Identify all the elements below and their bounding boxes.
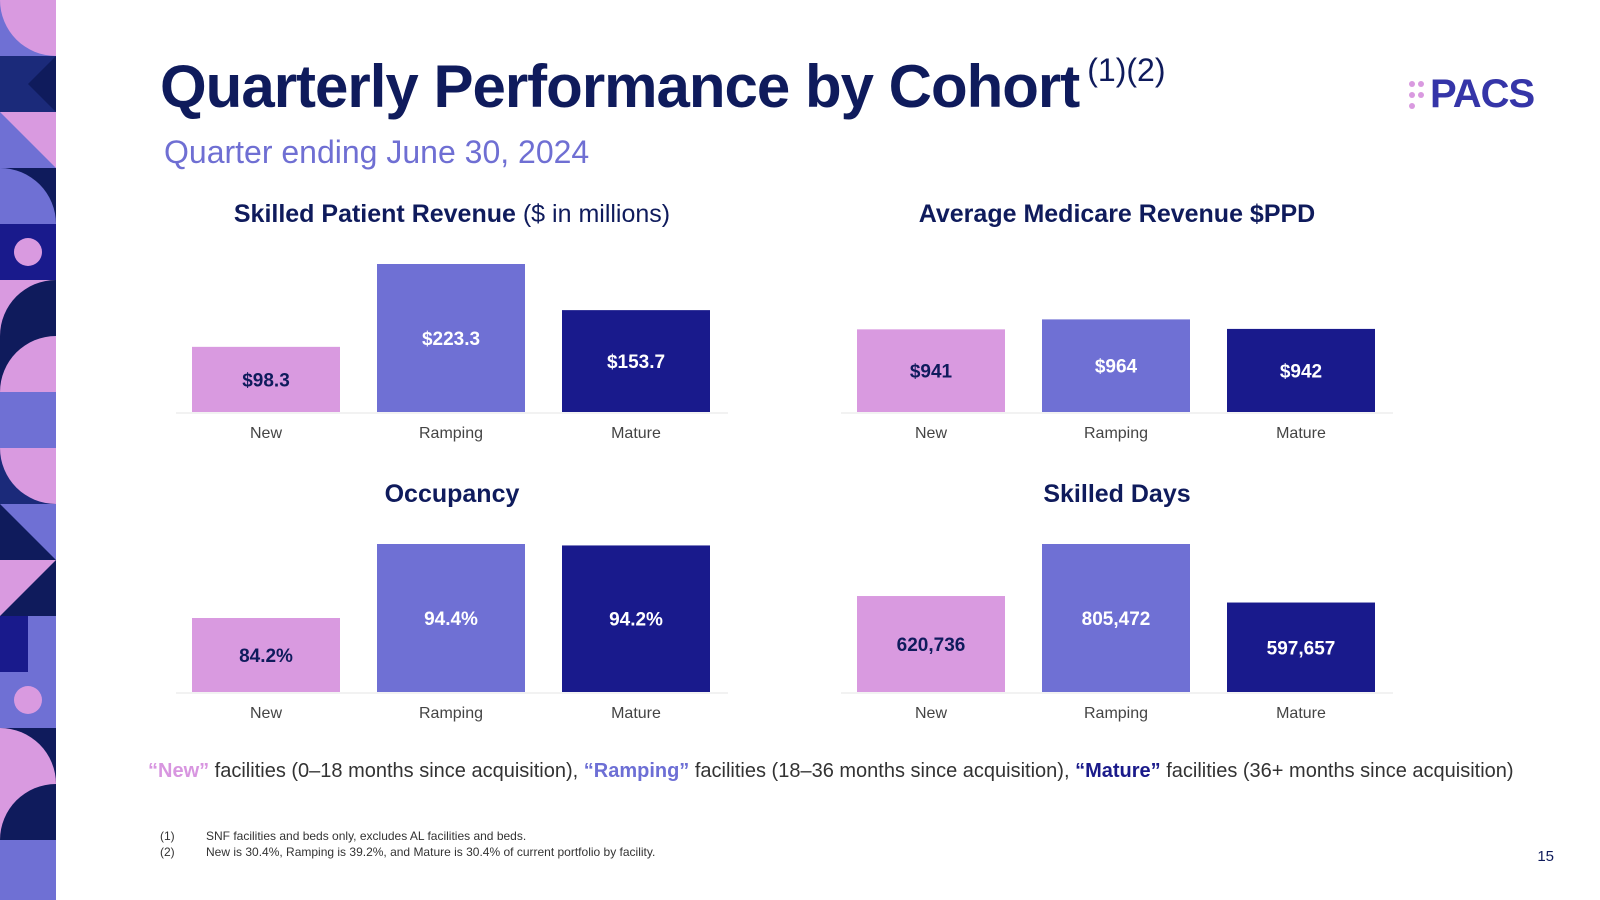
- footnote: (2) New is 30.4%, Ramping is 39.2%, and M…: [160, 845, 656, 859]
- category-label: New: [250, 425, 282, 442]
- chart-title: Skilled Days: [1043, 480, 1191, 508]
- page-subtitle: Quarter ending June 30, 2024: [164, 134, 590, 170]
- bar-new: [857, 596, 1005, 692]
- bar-mature: [562, 310, 710, 412]
- bar-ramping: [1042, 544, 1190, 692]
- legend-ramping-label: “Ramping”: [583, 760, 690, 782]
- page-number: 15: [1537, 848, 1554, 865]
- chart-occupancy: Occupancy 84.2% New 94.4% Ramping 94.2% Matur…: [162, 480, 742, 740]
- chart-title: Skilled Patient Revenue ($ in millions): [233, 200, 671, 228]
- category-label: Ramping: [419, 425, 483, 442]
- bar-chart-plot: 620,736 New 805,472 Ramping 597,657 Mature: [841, 544, 1393, 722]
- data-label: $98.3: [242, 370, 290, 391]
- category-label: Mature: [611, 425, 661, 442]
- bar-mature: [1227, 328, 1375, 412]
- decorative-side-strip: [0, 0, 56, 900]
- cohort-legend: “New” facilities (0–18 months since acqu…: [148, 760, 1514, 783]
- bar-ramping: [377, 264, 525, 412]
- data-label: $941: [910, 362, 953, 383]
- category-label: Ramping: [1084, 425, 1148, 442]
- bar-new: [192, 346, 340, 412]
- bar-ramping: [377, 544, 525, 692]
- legend-new-text: facilities (0–18 months since acquisitio…: [209, 760, 584, 782]
- logo-text: PACS: [1430, 72, 1535, 116]
- chart-skilled-days: Skilled Days 620,736 New 805,472 Ramping 597…: [827, 480, 1407, 740]
- category-label: Ramping: [419, 705, 483, 722]
- legend-mature-text: facilities (36+ months since acquisition…: [1160, 760, 1514, 782]
- logo-dots-icon: [1409, 81, 1424, 109]
- data-label: 84.2%: [239, 646, 293, 667]
- chart-title: Average Medicare Revenue $PPD: [918, 200, 1316, 228]
- legend-ramping-text: facilities (18–36 months since acquisiti…: [689, 760, 1076, 782]
- category-label: Mature: [1276, 425, 1326, 442]
- chart-title: Occupancy: [384, 480, 520, 508]
- bar-mature: [1227, 602, 1375, 692]
- data-label: $223.3: [422, 329, 480, 350]
- bar-chart-plot: $98.3 New $223.3 Ramping $153.7 Mature: [176, 264, 728, 442]
- bar-mature: [562, 545, 710, 692]
- data-label: 597,657: [1267, 638, 1336, 659]
- page-title: Quarterly Performance by Cohort (1)(2): [160, 52, 1166, 120]
- bar-new: [192, 618, 340, 692]
- data-label: $964: [1095, 357, 1138, 378]
- data-label: 620,736: [897, 635, 966, 656]
- company-logo: PACS: [1408, 74, 1548, 116]
- footnotes: (1) SNF facilities and beds only, exclude…: [160, 828, 655, 860]
- category-label: New: [915, 425, 947, 442]
- legend-new-label: “New”: [148, 760, 210, 782]
- data-label: 94.4%: [424, 609, 478, 630]
- title-footnote-ref: (1)(2): [1087, 52, 1166, 88]
- bar-chart-plot: $941 New $964 Ramping $942 Mature: [841, 319, 1393, 442]
- category-label: New: [250, 705, 282, 722]
- chart-skilled-patient-revenue: Skilled Patient Revenue ($ in millions) …: [162, 200, 742, 460]
- bar-ramping: [1042, 319, 1190, 412]
- chart-average-medicare-revenue: Average Medicare Revenue $PPD $941 New $96…: [827, 200, 1407, 460]
- category-label: Ramping: [1084, 705, 1148, 722]
- category-label: Mature: [611, 705, 661, 722]
- bar-chart-plot: 84.2% New 94.4% Ramping 94.2% Mature: [176, 544, 728, 722]
- category-label: Mature: [1276, 705, 1326, 722]
- data-label: $153.7: [607, 352, 665, 373]
- data-label: 805,472: [1082, 609, 1151, 630]
- data-label: 94.2%: [609, 610, 663, 631]
- footnote: (1) SNF facilities and beds only, exclude…: [160, 829, 527, 843]
- bar-new: [857, 329, 1005, 412]
- data-label: $942: [1280, 361, 1322, 382]
- legend-mature-label: “Mature”: [1075, 760, 1161, 782]
- category-label: New: [915, 705, 947, 722]
